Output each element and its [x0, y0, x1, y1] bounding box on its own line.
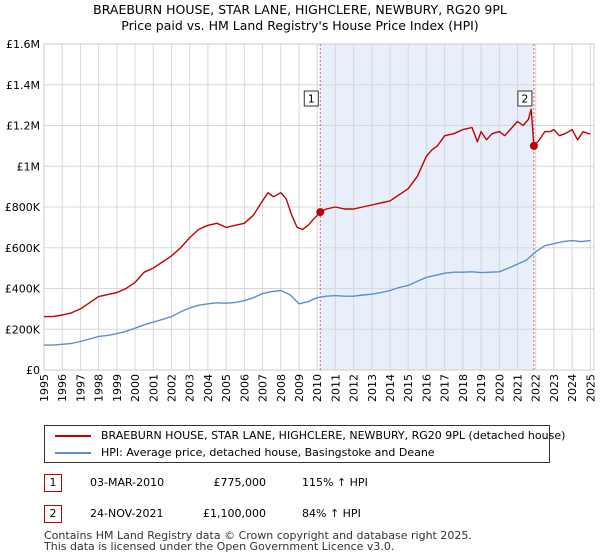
x-tick-label: 2020 — [493, 374, 506, 402]
legend-label-hpi: HPI: Average price, detached house, Basi… — [101, 446, 435, 459]
x-tick-label: 1999 — [111, 374, 124, 402]
legend-swatch-hpi — [55, 452, 91, 454]
x-tick-label: 2023 — [548, 374, 561, 402]
legend-swatch-property — [55, 435, 91, 437]
x-tick-label: 2000 — [129, 374, 142, 402]
series-line-hpi — [44, 239, 591, 346]
x-tick-label: 2019 — [475, 374, 488, 402]
footer-line-1: Contains HM Land Registry data © Crown c… — [44, 529, 472, 542]
y-tick-label: £1.2M — [6, 120, 40, 133]
transaction-price: £775,000 — [213, 476, 267, 489]
x-tick-label: 2007 — [257, 374, 270, 402]
chart-title: BRAEBURN HOUSE, STAR LANE, HIGHCLERE, NE… — [0, 2, 600, 34]
transaction-badge: 1 — [44, 474, 62, 492]
y-tick-label: £200K — [5, 323, 41, 336]
x-tick-label: 1997 — [74, 374, 87, 402]
series-line-property — [44, 108, 591, 318]
x-tick-label: 2022 — [530, 374, 543, 402]
x-tick-label: 2011 — [329, 374, 342, 402]
x-tick-label: 2014 — [384, 374, 397, 402]
y-tick-label: £0 — [26, 364, 40, 377]
transaction-point — [316, 208, 325, 217]
plot-frame — [43, 43, 595, 371]
transaction-price: £1,100,000 — [203, 507, 266, 520]
transaction-date: 03-MAR-2010 — [90, 476, 165, 489]
x-tick-label: 2016 — [420, 374, 433, 402]
x-tick-label: 2003 — [184, 374, 197, 402]
transaction-marker-box — [517, 90, 533, 107]
x-tick-label: 2002 — [165, 374, 178, 402]
x-tick-label: 2006 — [238, 374, 251, 402]
transaction-date: 24-NOV-2021 — [90, 507, 164, 520]
x-tick-label: 2024 — [566, 374, 579, 402]
transaction-marker-label: 1 — [308, 93, 315, 106]
x-tick-label: 2021 — [512, 374, 525, 402]
x-tick-label: 2012 — [348, 374, 361, 402]
footer-line-2: This data is licensed under the Open Gov… — [44, 540, 395, 553]
x-tick-label: 2004 — [202, 374, 215, 402]
y-tick-label: £800K — [5, 201, 41, 214]
y-tick-label: £1.4M — [6, 79, 40, 92]
legend-label-property: BRAEBURN HOUSE, STAR LANE, HIGHCLERE, NE… — [101, 429, 566, 442]
chart-legend: BRAEBURN HOUSE, STAR LANE, HIGHCLERE, NE… — [44, 425, 565, 463]
x-tick-label: 1995 — [38, 374, 51, 402]
transaction-badge: 2 — [44, 505, 62, 523]
x-tick-label: 1996 — [56, 374, 69, 402]
y-tick-label: £400K — [5, 283, 41, 296]
x-tick-label: 2017 — [439, 374, 452, 402]
title-line-2: Price paid vs. HM Land Registry's House … — [121, 18, 479, 33]
transaction-hpi-change: 115% ↑ HPI — [302, 476, 368, 489]
transaction-marker-label: 2 — [521, 93, 528, 106]
x-tick-label: 2009 — [293, 374, 306, 402]
transaction-row: 1 03-MAR-2010 £775,000 115% ↑ HPI — [0, 474, 600, 496]
transaction-hpi-change: 84% ↑ HPI — [302, 507, 361, 520]
footer-attribution: Contains HM Land Registry data © Crown c… — [44, 530, 472, 552]
y-tick-label: £1M — [17, 160, 41, 173]
x-tick-label: 2018 — [457, 374, 470, 402]
x-tick-label: 2008 — [275, 374, 288, 402]
x-tick-label: 2015 — [402, 374, 415, 402]
x-tick-label: 2025 — [584, 374, 597, 402]
y-tick-label: £1.6M — [6, 38, 40, 51]
title-line-1: BRAEBURN HOUSE, STAR LANE, HIGHCLERE, NE… — [93, 2, 507, 17]
price-chart: £0 £200K £400K £600K £800K £1M £1.2M £1.4M £1.6M… — [5, 38, 598, 402]
transaction-row: 2 24-NOV-2021 £1,100,000 84% ↑ HPI — [0, 505, 600, 527]
x-tick-label: 2010 — [311, 374, 324, 402]
y-tick-label: £600K — [5, 242, 41, 255]
transaction-point — [529, 141, 538, 150]
x-tick-label: 2005 — [220, 374, 233, 402]
x-tick-label: 1998 — [93, 374, 106, 402]
x-tick-label: 2001 — [147, 374, 160, 402]
legend-item-hpi: HPI: Average price, detached house, Basi… — [45, 444, 549, 462]
transaction-marker-box — [303, 90, 319, 107]
x-tick-label: 2013 — [366, 374, 379, 402]
legend-item-property: BRAEBURN HOUSE, STAR LANE, HIGHCLERE, NE… — [45, 427, 565, 445]
